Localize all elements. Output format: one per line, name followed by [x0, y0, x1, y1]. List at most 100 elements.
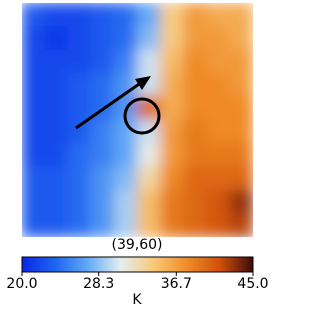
heat-cell: [229, 142, 253, 168]
heat-cell: [67, 3, 92, 27]
heat-cell: [44, 72, 69, 98]
figure: (39,60) 20.0 28.3 36.7 45.0 K: [6, 3, 269, 308]
heat-cell: [160, 72, 185, 98]
heat-cell: [160, 213, 185, 237]
heat-cell: [67, 25, 92, 51]
heat-cell: [137, 189, 162, 215]
heat-cell: [22, 119, 46, 144]
colorbar-label: K: [132, 292, 142, 308]
heat-cell: [160, 119, 185, 144]
heat-cell: [90, 3, 115, 27]
heat-cell: [137, 49, 162, 74]
heat-cell: [113, 142, 138, 168]
heatmap: [22, 3, 253, 237]
heat-cell: [160, 49, 185, 74]
heat-cell: [22, 213, 46, 237]
heat-cell: [229, 119, 253, 144]
heat-cell: [160, 25, 185, 51]
heat-cell: [67, 49, 92, 74]
heat-cell: [183, 166, 208, 191]
heat-cell: [67, 166, 92, 191]
heat-cell: [183, 49, 208, 74]
heat-cell: [206, 25, 231, 51]
heat-cell: [67, 142, 92, 168]
colorbar-tick-label: 28.3: [83, 276, 114, 292]
heat-cell: [22, 142, 46, 168]
heat-cell: [90, 142, 115, 168]
heat-cell: [22, 25, 46, 51]
heat-cell: [22, 96, 46, 121]
heat-cell: [206, 49, 231, 74]
highlight-circle: [123, 97, 161, 135]
heat-cell: [22, 72, 46, 98]
heat-cell: [160, 3, 185, 27]
heat-cell: [206, 119, 231, 144]
heat-cell: [206, 142, 231, 168]
heat-cell: [183, 3, 208, 27]
colorbar-tick-label: 20.0: [6, 276, 37, 292]
heat-cell: [90, 119, 115, 144]
heat-cell: [67, 213, 92, 237]
heat-cell: [67, 96, 92, 121]
heat-cell: [67, 119, 92, 144]
heat-cell: [160, 166, 185, 191]
heat-cell: [229, 3, 253, 27]
colorbar-tick-label: 36.7: [161, 276, 192, 292]
colorbar-gradient: [21, 256, 254, 273]
heat-cell: [137, 25, 162, 51]
heat-cell: [22, 189, 46, 215]
colorbar-tick-label: 45.0: [237, 276, 268, 292]
image-title: (39,60): [111, 237, 162, 253]
heat-cell: [229, 25, 253, 51]
heat-cell: [113, 213, 138, 237]
heat-cell: [113, 49, 138, 74]
heat-cell: [160, 189, 185, 215]
heat-cell: [137, 3, 162, 27]
heat-cell: [229, 166, 253, 191]
heat-cell: [44, 213, 69, 237]
heat-cell: [206, 72, 231, 98]
heat-cell: [44, 166, 69, 191]
heat-cell: [113, 3, 138, 27]
heat-cell: [183, 25, 208, 51]
heat-cell: [206, 3, 231, 27]
heat-cell: [90, 166, 115, 191]
heat-cell: [67, 189, 92, 215]
heat-cell: [90, 213, 115, 237]
heat-cell: [206, 213, 231, 237]
colorbar: 20.0 28.3 36.7 45.0: [6, 256, 269, 292]
heat-cell: [44, 142, 69, 168]
heat-cell: [229, 213, 253, 237]
heat-cell: [183, 189, 208, 215]
heat-cell: [22, 166, 46, 191]
heat-cell: [137, 166, 162, 191]
heat-cell: [229, 72, 253, 98]
heat-cell: [183, 119, 208, 144]
heat-cell: [137, 142, 162, 168]
heat-cell: [160, 96, 185, 121]
heat-cell: [22, 3, 46, 27]
heat-cell: [113, 166, 138, 191]
heat-cell: [90, 189, 115, 215]
heat-cell: [229, 49, 253, 74]
heat-cell: [229, 96, 253, 121]
heat-cell: [113, 189, 138, 215]
heat-cell: [206, 96, 231, 121]
heat-cell: [206, 166, 231, 191]
heat-cell: [44, 49, 69, 74]
heat-cell: [44, 25, 69, 51]
heat-cell: [183, 213, 208, 237]
arrow-shaft: [75, 80, 143, 130]
heat-cell: [67, 72, 92, 98]
heat-cell: [90, 25, 115, 51]
heat-cell: [113, 25, 138, 51]
heat-cell: [183, 142, 208, 168]
heat-cell: [90, 49, 115, 74]
heat-cell: [206, 189, 231, 215]
heat-cell: [44, 96, 69, 121]
heat-cell: [22, 49, 46, 74]
heat-cell: [90, 72, 115, 98]
arrow-head: [135, 76, 151, 90]
heat-cell: [44, 3, 69, 27]
heatmap-clip: [22, 3, 253, 237]
